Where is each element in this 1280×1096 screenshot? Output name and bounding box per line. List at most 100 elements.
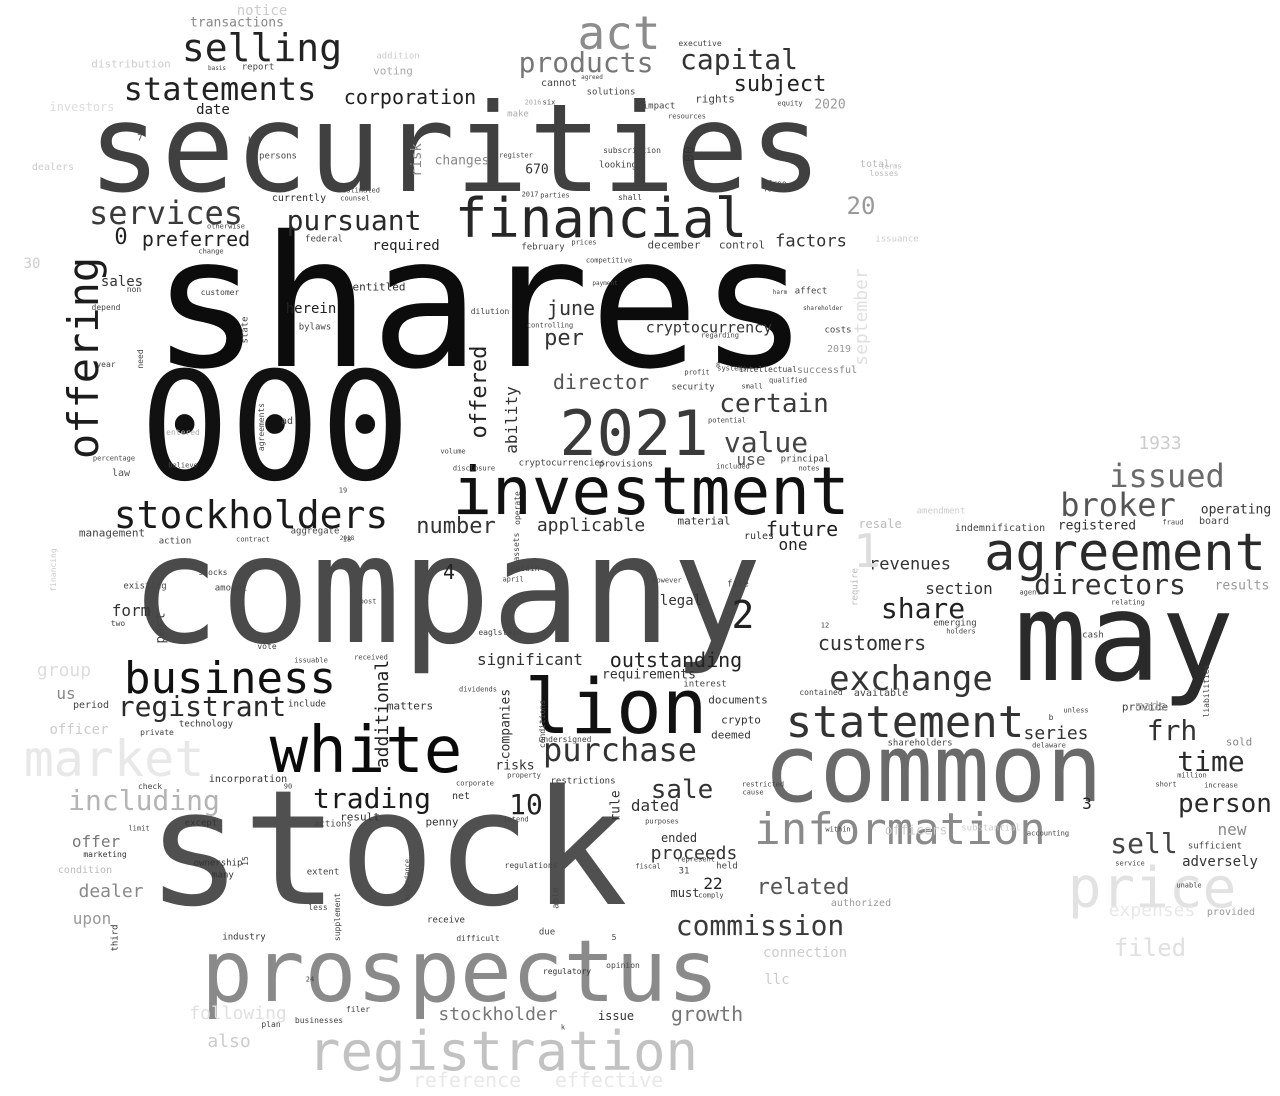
word-crypto: crypto xyxy=(721,713,761,727)
word-24: 24 xyxy=(305,975,315,984)
word-cryptocurrencies: cryptocurrencies xyxy=(518,458,606,469)
word-2020: 2020 xyxy=(814,97,846,113)
word-eaglstein: eaglstein xyxy=(478,628,522,637)
word-accounting: accounting xyxy=(1026,829,1070,838)
word-successful: successful xyxy=(796,365,858,376)
word-information: information xyxy=(754,804,1046,855)
word-time: time xyxy=(1177,745,1245,778)
word-many: many xyxy=(212,870,234,881)
word-operate: operate xyxy=(513,491,522,525)
word-prices: prices xyxy=(571,238,597,247)
word-per: per xyxy=(544,326,584,351)
word-rules: rules xyxy=(743,531,775,542)
word-total: total xyxy=(859,159,891,170)
word-result: result xyxy=(340,810,380,824)
word-customer: customer xyxy=(200,288,240,297)
word-matters: matters xyxy=(386,699,434,713)
word-terms: terms xyxy=(880,162,902,171)
word-competitive: competitive xyxy=(585,256,633,265)
word-shareholder: shareholder xyxy=(803,305,843,312)
word-shall: shall xyxy=(617,193,643,202)
word-small: small xyxy=(741,382,763,391)
word-agreements: agreements xyxy=(257,402,266,452)
word-1: 1 xyxy=(853,524,881,578)
word-conditions: conditions xyxy=(538,699,547,749)
word-following: following xyxy=(189,1003,287,1024)
word-30: 30 xyxy=(23,256,41,272)
word-investment: investment xyxy=(452,453,850,530)
word-rule: rule xyxy=(608,790,624,822)
word-ownership: ownership xyxy=(193,858,243,869)
word-received: received xyxy=(354,653,388,662)
word-0: 0 xyxy=(114,225,128,250)
word-business: business xyxy=(124,653,336,704)
word-entitled: entitled xyxy=(352,280,406,294)
word-existing: existing xyxy=(123,581,167,592)
word-stockholder: stockholder xyxy=(438,1004,558,1025)
word-market: market xyxy=(23,730,205,788)
word-interest: interest xyxy=(683,679,727,690)
word-18: 18 xyxy=(342,535,352,544)
word-controlling: controlling xyxy=(526,321,574,330)
word-material: material xyxy=(677,514,731,528)
word-applicable: applicable xyxy=(536,515,646,536)
word-exchange: exchange xyxy=(829,659,993,699)
word-us: us xyxy=(56,684,76,703)
word-potential: potential xyxy=(708,416,746,425)
word-agent: agent xyxy=(1019,588,1041,597)
word-securities: securities xyxy=(87,78,823,220)
word-sales: sales xyxy=(100,274,144,290)
word-registered: registered xyxy=(1057,518,1137,534)
word-emerging: emerging xyxy=(933,618,977,629)
word-principal: principal xyxy=(780,454,830,465)
word-cryptocurrency: cryptocurrency xyxy=(645,318,773,337)
word-believe: believe xyxy=(168,461,198,470)
word-officers: officers xyxy=(884,823,948,839)
word-white: white xyxy=(269,714,463,788)
word-corporation: corporation xyxy=(343,85,477,109)
word-series: series xyxy=(1023,723,1089,744)
word-forth: forth xyxy=(763,185,785,194)
word-however: however xyxy=(652,576,682,585)
word-made: made xyxy=(1135,699,1167,715)
word-dealer: dealer xyxy=(78,881,144,902)
word-documents: documents xyxy=(708,693,768,707)
word-purposes: purposes xyxy=(645,817,679,826)
word-looking: looking xyxy=(599,160,637,171)
word-amount: amount xyxy=(214,583,248,594)
word-section: section xyxy=(925,579,993,598)
word-receive: receive xyxy=(427,915,465,926)
word-8: 8 xyxy=(715,361,721,370)
word-aggregate: aggregate xyxy=(290,526,340,537)
word-use: use xyxy=(736,450,766,469)
word-director: director xyxy=(552,370,650,394)
word-share: share xyxy=(880,592,966,625)
word-prospectus: prospectus xyxy=(201,922,719,1022)
word-comply: comply xyxy=(698,891,724,900)
word-less: less xyxy=(308,903,328,912)
word-31: 31 xyxy=(678,866,690,877)
word-systems: systems xyxy=(717,364,747,373)
word-offer: offer xyxy=(71,832,121,851)
word-shareholders: shareholders xyxy=(887,738,953,749)
word-stock: stock xyxy=(146,755,628,942)
word-plan: plan xyxy=(261,1020,281,1029)
word-price: price xyxy=(1067,856,1237,921)
word-six: six xyxy=(542,98,556,107)
word-check: check xyxy=(137,782,163,791)
word-provisions: provisions xyxy=(598,459,654,470)
word-trading: trading xyxy=(312,782,432,815)
word-frh: frh xyxy=(1146,714,1198,747)
word-cash: cash xyxy=(1082,630,1104,641)
word-december: december xyxy=(647,238,701,252)
word-corporate: corporate xyxy=(456,779,494,788)
word-10: 10 xyxy=(509,788,543,821)
word-risks: risks xyxy=(495,758,535,774)
word-legal: legal xyxy=(659,593,703,609)
word-notes: notes xyxy=(798,464,820,473)
word-filer: filer xyxy=(345,1005,371,1014)
word-offered: offered xyxy=(467,345,492,439)
word-incorporation: incorporation xyxy=(208,774,288,785)
word-deemed: deemed xyxy=(711,728,751,742)
word-unless: unless xyxy=(1063,706,1089,715)
